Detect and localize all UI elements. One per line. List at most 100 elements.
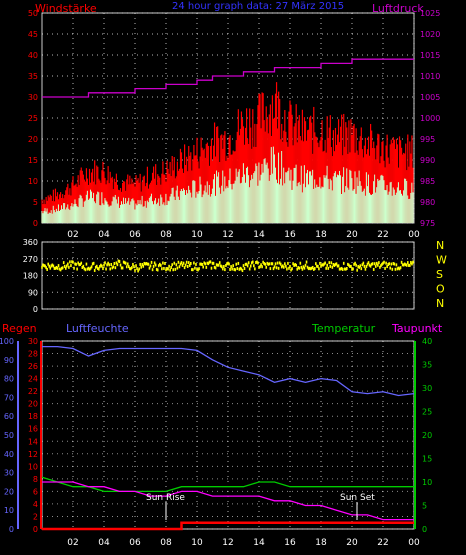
direction-point bbox=[383, 260, 385, 264]
direction-point bbox=[306, 265, 309, 269]
direction-point bbox=[73, 266, 75, 270]
direction-point bbox=[248, 267, 251, 271]
wind-tick-label: 30 bbox=[28, 93, 38, 102]
direction-point bbox=[243, 266, 246, 270]
direction-point bbox=[69, 260, 71, 264]
x-tick-label-top: 08 bbox=[160, 230, 172, 240]
direction-point bbox=[259, 265, 261, 269]
direction-point bbox=[228, 262, 230, 266]
humidity-tick-label: 10 bbox=[4, 506, 14, 515]
direction-point bbox=[102, 267, 104, 271]
wind-tick-label: 50 bbox=[28, 9, 38, 18]
direction-point bbox=[276, 261, 279, 265]
wind-tick-label: 15 bbox=[28, 156, 38, 165]
direction-point bbox=[83, 267, 86, 271]
direction-point bbox=[79, 262, 82, 266]
direction-point bbox=[335, 262, 338, 266]
wind-tick-label: 0 bbox=[33, 219, 38, 228]
direction-point bbox=[44, 264, 46, 268]
direction-point bbox=[267, 262, 270, 266]
direction-point bbox=[70, 264, 72, 268]
direction-point bbox=[179, 262, 182, 266]
x-tick-label-bottom: 08 bbox=[160, 538, 172, 548]
direction-point bbox=[268, 262, 271, 266]
x-tick-label-top: 00 bbox=[408, 230, 420, 240]
direction-point bbox=[108, 263, 110, 267]
direction-point bbox=[202, 265, 204, 269]
direction-point bbox=[230, 265, 232, 269]
direction-point bbox=[94, 265, 97, 269]
direction-point bbox=[147, 262, 150, 266]
direction-point bbox=[144, 262, 147, 266]
direction-point bbox=[290, 268, 292, 272]
direction-point bbox=[225, 263, 227, 267]
direction-point bbox=[198, 267, 200, 271]
direction-point bbox=[380, 264, 382, 268]
direction-point bbox=[90, 265, 93, 269]
compass-letter: N bbox=[436, 297, 444, 310]
direction-point bbox=[226, 262, 228, 266]
direction-point bbox=[186, 264, 189, 268]
direction-point bbox=[347, 262, 349, 266]
direction-point bbox=[310, 266, 313, 270]
direction-point bbox=[284, 262, 286, 266]
direction-point bbox=[197, 268, 199, 272]
direction-point bbox=[317, 264, 319, 268]
direction-point bbox=[237, 261, 240, 265]
direction-point bbox=[185, 260, 188, 264]
direction-point bbox=[68, 265, 70, 269]
direction-point bbox=[385, 261, 387, 265]
direction-point bbox=[82, 264, 85, 268]
direction-point bbox=[411, 262, 413, 266]
direction-point bbox=[159, 262, 161, 266]
pressure-tick-label: 1015 bbox=[420, 51, 440, 60]
direction-point bbox=[209, 260, 212, 264]
direction-point bbox=[315, 262, 317, 266]
direction-point bbox=[41, 265, 43, 269]
direction-point bbox=[170, 265, 172, 269]
direction-point bbox=[304, 263, 307, 267]
direction-point bbox=[394, 267, 397, 271]
direction-point bbox=[200, 262, 202, 266]
temperature-tick-label: 35 bbox=[422, 361, 432, 370]
direction-point bbox=[280, 265, 283, 269]
direction-point bbox=[173, 261, 176, 265]
direction-point bbox=[161, 267, 163, 271]
rain-tick-label: 18 bbox=[28, 412, 38, 421]
temperature-tick-label: 40 bbox=[422, 337, 432, 346]
direction-point bbox=[54, 266, 57, 270]
direction-point bbox=[292, 262, 294, 266]
direction-point bbox=[101, 264, 103, 268]
direction-point bbox=[59, 268, 62, 272]
direction-point bbox=[377, 263, 379, 267]
series bbox=[41, 58, 415, 531]
direction-point bbox=[238, 267, 241, 271]
humidity-tick-label: 100 bbox=[0, 337, 14, 346]
direction-point bbox=[256, 260, 258, 264]
x-tick-label-top: 22 bbox=[377, 230, 388, 240]
direction-point bbox=[56, 266, 59, 270]
pressure-tick-label: 1025 bbox=[420, 9, 440, 18]
direction-point bbox=[78, 263, 80, 267]
direction-point bbox=[388, 262, 390, 266]
direction-point bbox=[163, 266, 165, 270]
direction-point bbox=[285, 264, 287, 268]
direction-point bbox=[309, 267, 312, 271]
direction-point bbox=[106, 263, 108, 267]
direction-point bbox=[91, 262, 94, 266]
direction-point bbox=[74, 262, 76, 266]
x-tick-label-bottom: 10 bbox=[191, 538, 203, 548]
x-tick-label-bottom: 06 bbox=[129, 538, 141, 548]
direction-point bbox=[234, 268, 237, 272]
direction-point bbox=[287, 261, 289, 265]
temperature-label: Temperatur bbox=[311, 322, 376, 335]
compass-letter: W bbox=[436, 254, 447, 267]
pressure-tick-label: 990 bbox=[420, 156, 435, 165]
direction-point bbox=[119, 263, 122, 267]
direction-point bbox=[352, 267, 354, 271]
pressure-title: Luftdruck bbox=[372, 2, 424, 15]
direction-point bbox=[286, 267, 288, 271]
graph-title: 24 hour graph data: 27 März 2015 bbox=[172, 1, 344, 12]
direction-point bbox=[359, 264, 362, 268]
direction-point bbox=[412, 260, 414, 264]
